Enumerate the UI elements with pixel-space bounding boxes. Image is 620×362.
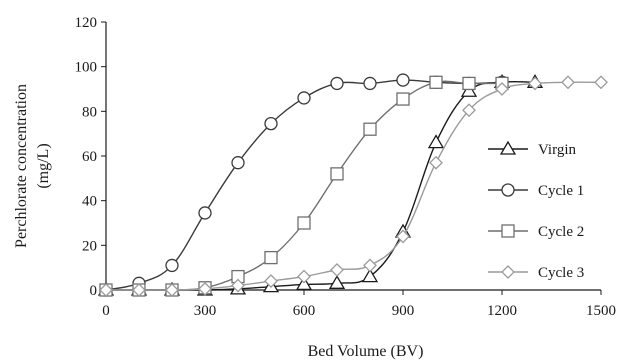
y-axis-label-line-1: Perchlorate concentration — [13, 84, 30, 248]
x-tick-label: 600 — [293, 303, 316, 319]
series-line — [106, 80, 503, 291]
data-point-diamond — [462, 103, 476, 118]
data-point-square — [396, 92, 410, 106]
data-point-triangle — [361, 268, 379, 283]
y-axis-label-line-2: (mg/L) — [35, 143, 52, 188]
data-point-diamond — [165, 283, 179, 297]
data-point-diamond — [363, 258, 377, 273]
data-point-circle — [264, 116, 278, 131]
legend-marker-diamond — [501, 265, 515, 279]
series-cycle-1 — [99, 73, 509, 297]
data-point-circle — [330, 76, 344, 91]
x-tick-label: 1200 — [487, 303, 517, 319]
data-point-diamond — [132, 283, 146, 297]
x-axis-label: Bed Volume (BV) — [308, 343, 424, 360]
data-point-square — [330, 167, 344, 181]
legend-label: Cycle 1 — [538, 183, 584, 199]
y-tick-label: 60 — [82, 149, 97, 165]
data-point-square — [297, 216, 311, 230]
y-tick-label: 120 — [75, 15, 98, 31]
data-point-square — [363, 122, 377, 136]
data-point-diamond — [396, 229, 410, 244]
data-point-diamond — [429, 155, 443, 170]
data-point-square — [264, 250, 278, 265]
x-tick-label: 0 — [102, 303, 110, 319]
legend-item-virgin: Virgin — [488, 140, 576, 158]
legend-marker-triangle — [499, 140, 517, 155]
series-virgin — [97, 74, 544, 296]
data-point-diamond — [264, 274, 278, 288]
x-tick-label: 1500 — [586, 303, 616, 319]
x-tick-label: 900 — [392, 303, 415, 319]
chart-legend: Virgin Cycle 1 Cycle 2 Cycle 3 — [488, 140, 584, 281]
series-cycle-3 — [99, 75, 608, 297]
data-point-diamond — [297, 269, 311, 284]
legend-item-cycle-2: Cycle 2 — [488, 224, 584, 240]
chart-axes — [105, 22, 601, 291]
y-tick-label: 100 — [75, 60, 98, 76]
data-point-diamond — [495, 82, 509, 96]
data-point-diamond — [231, 278, 245, 293]
legend-marker-square — [501, 224, 515, 238]
data-point-diamond — [561, 75, 575, 90]
data-point-diamond — [198, 281, 212, 296]
legend-item-cycle-1: Cycle 1 — [488, 183, 584, 199]
data-point-circle — [231, 156, 245, 170]
legend-label: Cycle 3 — [538, 265, 584, 281]
data-point-triangle — [328, 275, 346, 289]
legend-label: Cycle 2 — [538, 224, 584, 240]
series-line — [105, 79, 503, 291]
data-point-diamond — [330, 262, 344, 277]
legend-marker-circle — [501, 183, 515, 197]
data-point-circle — [198, 206, 212, 220]
data-point-diamond — [99, 283, 113, 297]
data-point-triangle — [460, 82, 478, 97]
legend-item-cycle-3: Cycle 3 — [488, 265, 584, 281]
data-point-square — [462, 76, 476, 91]
y-tick-label: 40 — [82, 194, 97, 210]
data-point-diamond — [528, 76, 542, 91]
data-point-triangle — [427, 134, 445, 149]
y-tick-label: 20 — [82, 238, 97, 254]
data-point-circle — [297, 91, 311, 105]
x-tick-label: 300 — [194, 303, 217, 319]
series-cycle-2 — [99, 75, 509, 297]
y-tick-label: 0 — [90, 283, 98, 299]
series-line — [106, 81, 602, 291]
data-point-circle — [363, 76, 377, 91]
data-point-circle — [396, 73, 410, 87]
y-tick-label: 80 — [82, 104, 97, 120]
data-point-square — [429, 75, 443, 89]
legend-label: Virgin — [538, 142, 576, 158]
data-point-circle — [165, 258, 179, 273]
chart-series — [97, 73, 608, 297]
data-point-diamond — [594, 75, 608, 90]
